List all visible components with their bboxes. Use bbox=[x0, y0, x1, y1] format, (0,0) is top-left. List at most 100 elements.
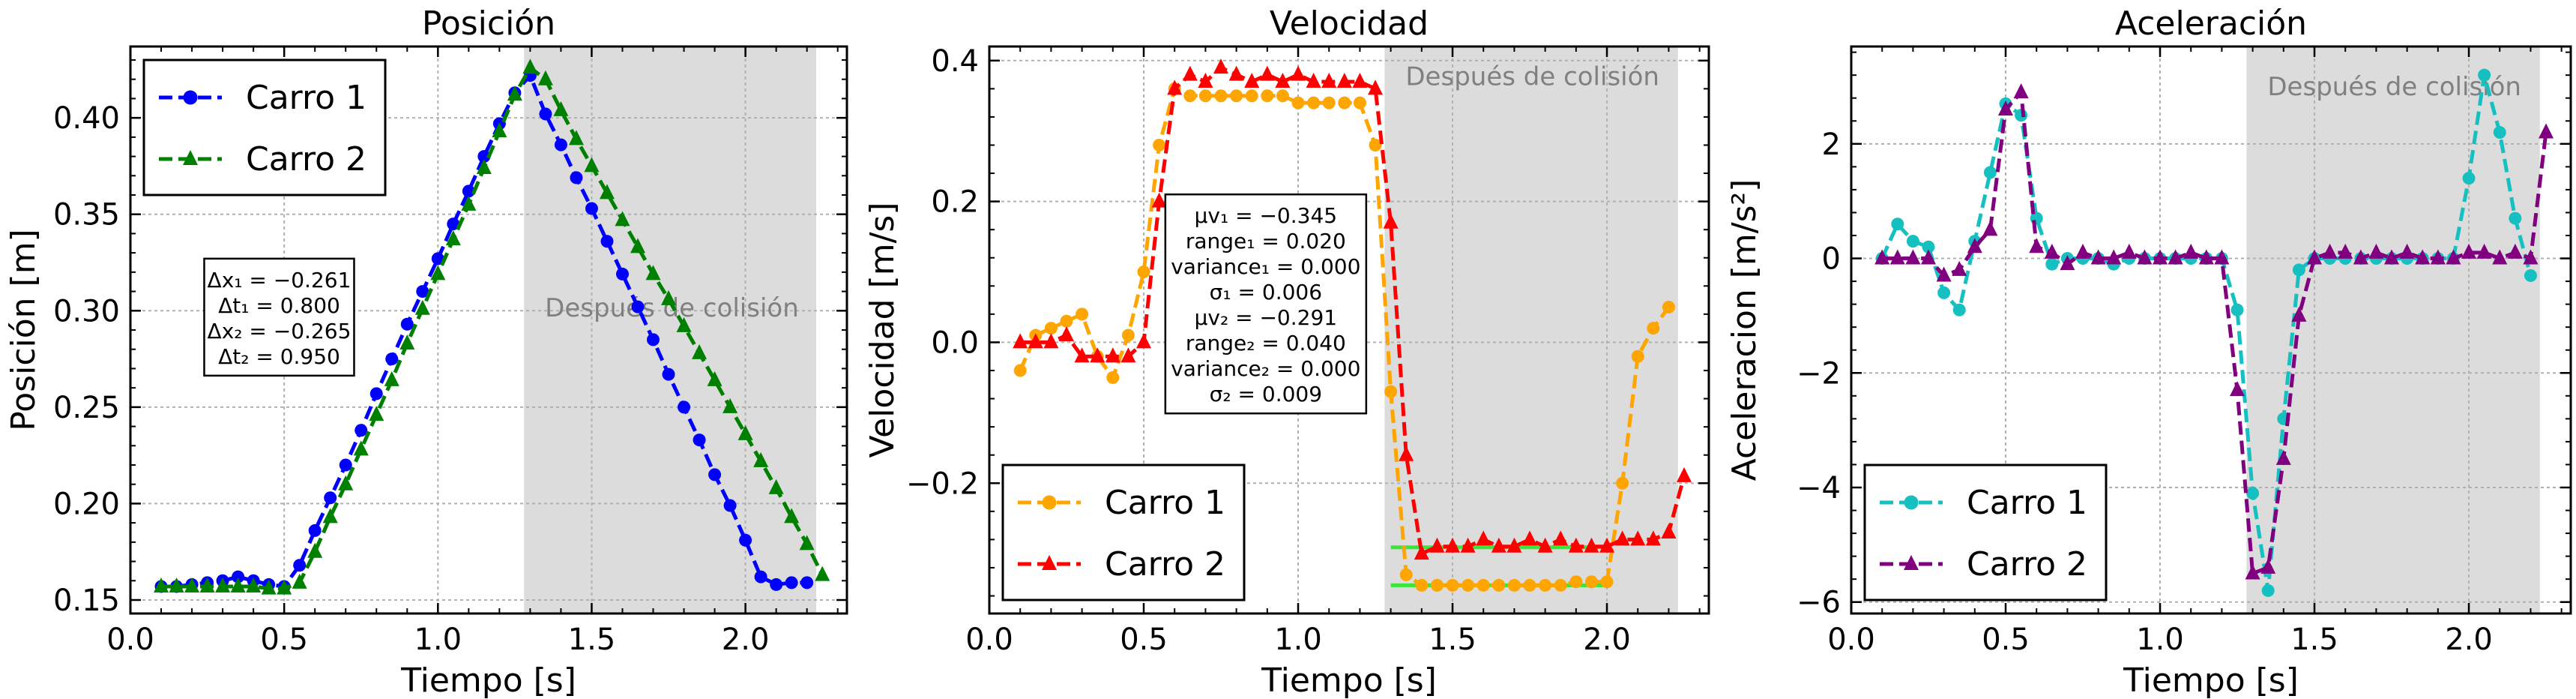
data-point bbox=[2045, 257, 2059, 271]
x-axis-label: Tiempo [s] bbox=[1261, 662, 1437, 699]
data-point bbox=[2368, 243, 2384, 259]
data-point bbox=[800, 576, 814, 590]
data-point bbox=[1600, 575, 1614, 589]
legend-box bbox=[1001, 464, 1246, 602]
data-point bbox=[1645, 530, 1661, 546]
data-point bbox=[1013, 333, 1028, 349]
data-point bbox=[2307, 249, 2323, 265]
legend: Carro 1 Carro 2 bbox=[142, 58, 387, 196]
data-point bbox=[1982, 220, 1998, 236]
data-point bbox=[784, 508, 800, 524]
shaded-region bbox=[2246, 46, 2540, 614]
legend-marker bbox=[183, 150, 198, 165]
data-point bbox=[246, 578, 262, 592]
legend: Carro 1 Carro 2 bbox=[1001, 464, 1246, 602]
y-tick-label: −0.2 bbox=[906, 466, 979, 501]
data-point bbox=[1491, 537, 1506, 553]
data-point bbox=[1661, 524, 1677, 538]
data-point bbox=[2524, 268, 2537, 282]
data-point bbox=[2430, 249, 2446, 265]
data-point bbox=[2384, 249, 2400, 265]
legend-marker bbox=[1042, 555, 1057, 570]
x-tick-label: 0.5 bbox=[260, 622, 308, 657]
x-tick-label: 2.0 bbox=[722, 622, 770, 657]
data-point bbox=[1921, 249, 1937, 265]
annotation-box bbox=[1164, 193, 1368, 415]
data-point bbox=[1151, 192, 1167, 208]
data-point bbox=[1460, 537, 1476, 553]
data-point bbox=[1353, 96, 1366, 110]
data-point bbox=[2230, 303, 2244, 316]
data-point bbox=[1336, 72, 1352, 88]
data-point bbox=[2415, 249, 2431, 265]
data-point bbox=[600, 235, 614, 248]
x-tick-label: 1.5 bbox=[2290, 622, 2338, 657]
data-point bbox=[2168, 249, 2183, 265]
data-point bbox=[1599, 537, 1615, 553]
x-tick-label: 2.0 bbox=[2445, 622, 2493, 657]
data-point bbox=[1214, 89, 1228, 103]
data-point bbox=[2493, 126, 2506, 140]
data-point bbox=[2246, 487, 2260, 500]
legend-label: Carro 1 bbox=[1967, 484, 2087, 522]
data-point bbox=[1167, 80, 1183, 95]
data-point bbox=[737, 424, 753, 440]
data-point bbox=[661, 290, 677, 305]
x-tick-label: 0.5 bbox=[1982, 622, 2030, 657]
data-point bbox=[507, 86, 522, 101]
y-tick-label: 0.25 bbox=[53, 391, 120, 425]
y-tick-label: 0.4 bbox=[931, 44, 979, 79]
data-point bbox=[2507, 243, 2523, 259]
y-tick-label: −4 bbox=[1797, 471, 1841, 506]
data-point bbox=[1568, 537, 1584, 553]
data-point bbox=[384, 370, 399, 386]
data-point bbox=[1228, 65, 1244, 81]
panel-2: Después de colisión 0.0 0.5 1.0 1.5 2.0 −0.2 0.… bbox=[863, 4, 1710, 699]
data-point bbox=[799, 535, 815, 550]
annotation-line: σ₂ = 0.009 bbox=[1210, 382, 1322, 406]
annotation-line: Δt₁ = 0.800 bbox=[218, 293, 340, 318]
data-point bbox=[1136, 333, 1152, 349]
data-point bbox=[723, 398, 738, 413]
data-point bbox=[338, 475, 354, 490]
annotation-line: σ₁ = 0.006 bbox=[1210, 280, 1322, 304]
data-point bbox=[322, 508, 338, 524]
data-point bbox=[1275, 72, 1291, 88]
data-point bbox=[2230, 381, 2245, 397]
y-axis-label: Velocidad [m/s] bbox=[863, 202, 902, 458]
data-point bbox=[369, 406, 384, 422]
y-tick-label: 0.2 bbox=[931, 185, 979, 220]
data-point bbox=[1506, 537, 1522, 553]
data-point bbox=[2322, 243, 2338, 259]
y-tick-label: 2 bbox=[1822, 128, 1841, 162]
data-point bbox=[537, 70, 553, 86]
data-point bbox=[768, 478, 784, 494]
legend-marker bbox=[1042, 495, 1057, 510]
data-point bbox=[461, 195, 477, 211]
data-point bbox=[2106, 249, 2122, 265]
data-point bbox=[1399, 568, 1413, 581]
data-point bbox=[1321, 72, 1337, 88]
data-point bbox=[339, 458, 352, 472]
data-point bbox=[1584, 537, 1599, 553]
legend-label: Carro 1 bbox=[246, 79, 367, 117]
chart-title: Velocidad bbox=[1270, 4, 1429, 43]
data-point bbox=[1415, 578, 1429, 592]
data-point bbox=[261, 579, 277, 595]
data-point bbox=[1106, 370, 1120, 384]
legend: Carro 1 Carro 2 bbox=[1863, 464, 2108, 602]
data-point bbox=[1631, 350, 1644, 363]
annotation-line: variance₁ = 0.000 bbox=[1171, 254, 1360, 279]
data-point bbox=[708, 468, 722, 482]
data-point bbox=[1198, 72, 1213, 88]
data-point bbox=[1889, 249, 1905, 265]
data-point bbox=[753, 452, 769, 467]
x-tick-label: 1.0 bbox=[414, 622, 462, 657]
data-point bbox=[1553, 530, 1569, 546]
data-point bbox=[2291, 306, 2307, 322]
data-point bbox=[1616, 476, 1629, 490]
shaded-region bbox=[1384, 46, 1678, 614]
data-point bbox=[199, 578, 215, 592]
y-tick-label: −6 bbox=[1797, 586, 1841, 620]
